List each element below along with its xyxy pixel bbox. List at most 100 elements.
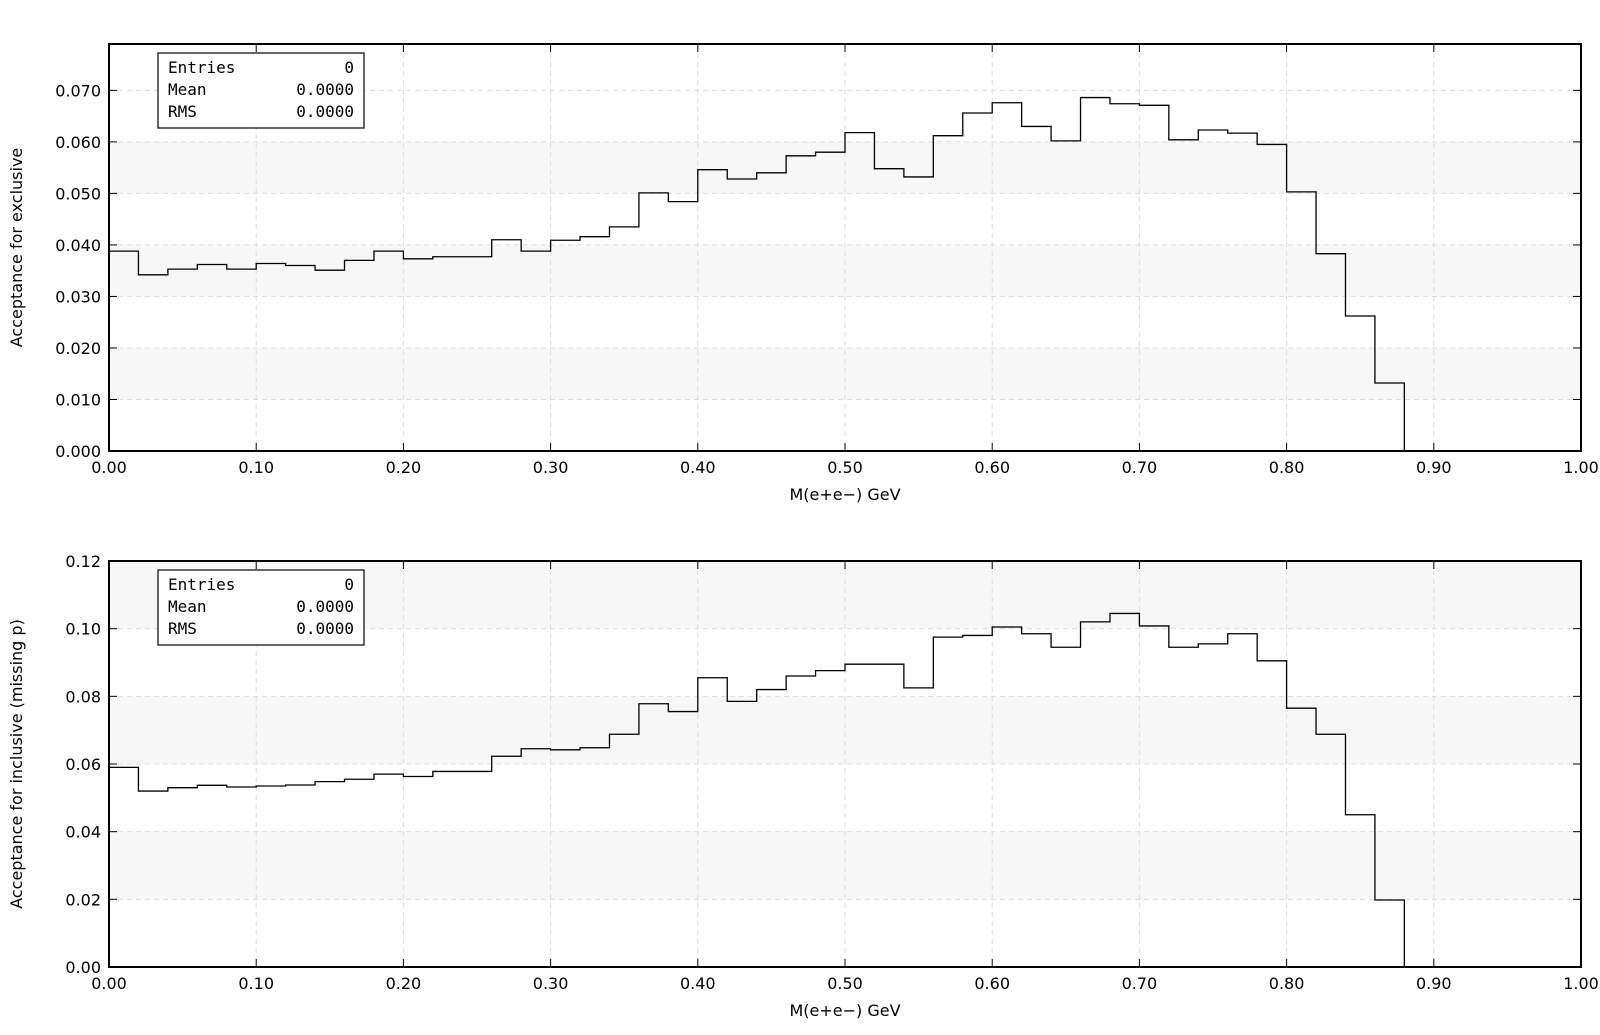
chart2-x-tick-label: 0.20 xyxy=(386,974,422,993)
chart2-bin xyxy=(1110,613,1139,967)
chart2-bin xyxy=(933,637,962,967)
chart1-bin xyxy=(492,240,521,451)
chart1-bin xyxy=(727,179,756,451)
chart2-bin xyxy=(1022,634,1051,967)
chart2-bin xyxy=(433,771,462,967)
chart2-x-axis-label: M(e+e−) GeV xyxy=(789,1001,900,1020)
chart1-bin xyxy=(345,260,374,451)
chart1-bin xyxy=(1257,144,1286,451)
chart2-bin xyxy=(315,782,344,967)
chart1-y-axis-label: Acceptance for exclusive xyxy=(7,148,26,348)
chart1-x-tick-label: 0.80 xyxy=(1269,458,1305,477)
chart1-bin xyxy=(1316,254,1345,451)
chart2-bin xyxy=(138,791,167,967)
chart2-x-tick-label: 0.50 xyxy=(827,974,863,993)
chart2-bin xyxy=(1081,622,1110,967)
chart2-stats-label: RMS xyxy=(168,619,197,638)
chart2-x-tick-label: 0.40 xyxy=(680,974,716,993)
chart1-bin xyxy=(374,251,403,451)
chart1-stats-label: RMS xyxy=(168,102,197,121)
chart2-stats-value: 0.0000 xyxy=(296,597,354,616)
chart1-bin xyxy=(1139,105,1168,451)
chart1-bin xyxy=(1375,383,1404,451)
chart1-bin xyxy=(874,169,903,451)
chart2-bin xyxy=(227,787,256,967)
chart1-y-tick-label: 0.050 xyxy=(55,184,101,203)
chart2-bin xyxy=(109,767,138,967)
chart1-x-tick-label: 0.30 xyxy=(533,458,569,477)
chart2-panel: 0.00 0.10 0.20 0.30 0.40 0.50 0.60 0.70 0.80 0.90… xyxy=(7,552,1599,1020)
chart1-bin xyxy=(256,263,285,451)
chart1-bin xyxy=(698,170,727,451)
chart2-bin xyxy=(992,627,1021,967)
chart1-y-tick-label: 0.040 xyxy=(55,236,101,255)
chart1-bin xyxy=(433,257,462,451)
chart2-bin xyxy=(1345,815,1374,967)
chart1-y-tick-label: 0.000 xyxy=(55,442,101,461)
chart1-x-axis-label: M(e+e−) GeV xyxy=(789,485,900,504)
chart2-stats-box: Entries 0 Mean 0.0000 RMS 0.0000 xyxy=(157,569,365,646)
chart2-bin xyxy=(1139,626,1168,967)
chart2-x-tick-label: 0.00 xyxy=(91,974,127,993)
chart1-y-tick-label: 0.070 xyxy=(55,81,101,100)
chart2-bin xyxy=(1287,708,1316,967)
chart1-x-tick-label: 0.70 xyxy=(1122,458,1158,477)
chart1-x-tick-label: 0.50 xyxy=(827,458,863,477)
chart1-bin xyxy=(639,193,668,451)
chart1-y-tick-label: 0.010 xyxy=(55,390,101,409)
chart1-bin xyxy=(933,136,962,451)
chart2-bin xyxy=(256,786,285,967)
chart1-bin xyxy=(551,240,580,451)
chart1-bin xyxy=(963,113,992,451)
chart2-bin xyxy=(639,704,668,967)
chart2-bin xyxy=(492,756,521,967)
chart2-y-tick-label: 0.06 xyxy=(65,755,101,774)
chart2-y-tick-label: 0.02 xyxy=(65,890,101,909)
chart2-y-tick-label: 0.08 xyxy=(65,687,101,706)
chart2-bin xyxy=(1051,647,1080,967)
chart2-bin xyxy=(698,678,727,967)
chart1-bin xyxy=(904,177,933,451)
chart1-bin xyxy=(521,251,550,451)
chart2-y-axis-label: Acceptance for inclusive (missing p) xyxy=(7,619,26,909)
chart1-bin xyxy=(197,265,226,451)
chart1-bin xyxy=(609,227,638,451)
chart1-stats-label: Mean xyxy=(168,80,207,99)
chart1-bin xyxy=(403,259,432,451)
chart1-y-tick-label: 0.020 xyxy=(55,339,101,358)
chart1-bin xyxy=(109,251,138,451)
chart2-y-tick-label: 0.04 xyxy=(65,823,101,842)
chart2-stats-box-frame xyxy=(157,569,365,646)
chart1-bin xyxy=(992,103,1021,451)
chart2-bin xyxy=(816,671,845,967)
chart2-bin xyxy=(345,779,374,967)
chart2-bin xyxy=(963,635,992,967)
chart1-bin xyxy=(462,257,491,451)
chart2-bin xyxy=(403,777,432,967)
chart2-bin xyxy=(1257,661,1286,967)
chart1-stats-value: 0.0000 xyxy=(296,80,354,99)
chart2-x-tick-label: 1.00 xyxy=(1563,974,1599,993)
chart2-x-tick-label: 0.80 xyxy=(1269,974,1305,993)
chart2-bin xyxy=(609,734,638,967)
chart1-bin xyxy=(286,266,315,451)
chart1-x-tick-label: 0.60 xyxy=(974,458,1010,477)
chart1-bin xyxy=(1051,141,1080,451)
chart1-bin xyxy=(315,270,344,451)
chart2-bin xyxy=(1169,647,1198,967)
chart1-x-tick-label: 0.40 xyxy=(680,458,716,477)
chart1-bin xyxy=(1228,133,1257,451)
chart2-stats-value: 0.0000 xyxy=(296,619,354,638)
chart2-bin xyxy=(1375,900,1404,967)
chart2-bin xyxy=(1228,634,1257,967)
chart1-bin xyxy=(168,269,197,451)
chart1-bin xyxy=(580,237,609,451)
chart2-x-tick-label: 0.10 xyxy=(238,974,274,993)
chart2-x-tick-label: 0.30 xyxy=(533,974,569,993)
chart1-bin xyxy=(1169,140,1198,451)
chart2-y-tick-label: 0.00 xyxy=(65,958,101,977)
chart2-bin xyxy=(521,749,550,967)
chart2-bin xyxy=(286,785,315,967)
chart2-y-tick-label: 0.12 xyxy=(65,552,101,571)
